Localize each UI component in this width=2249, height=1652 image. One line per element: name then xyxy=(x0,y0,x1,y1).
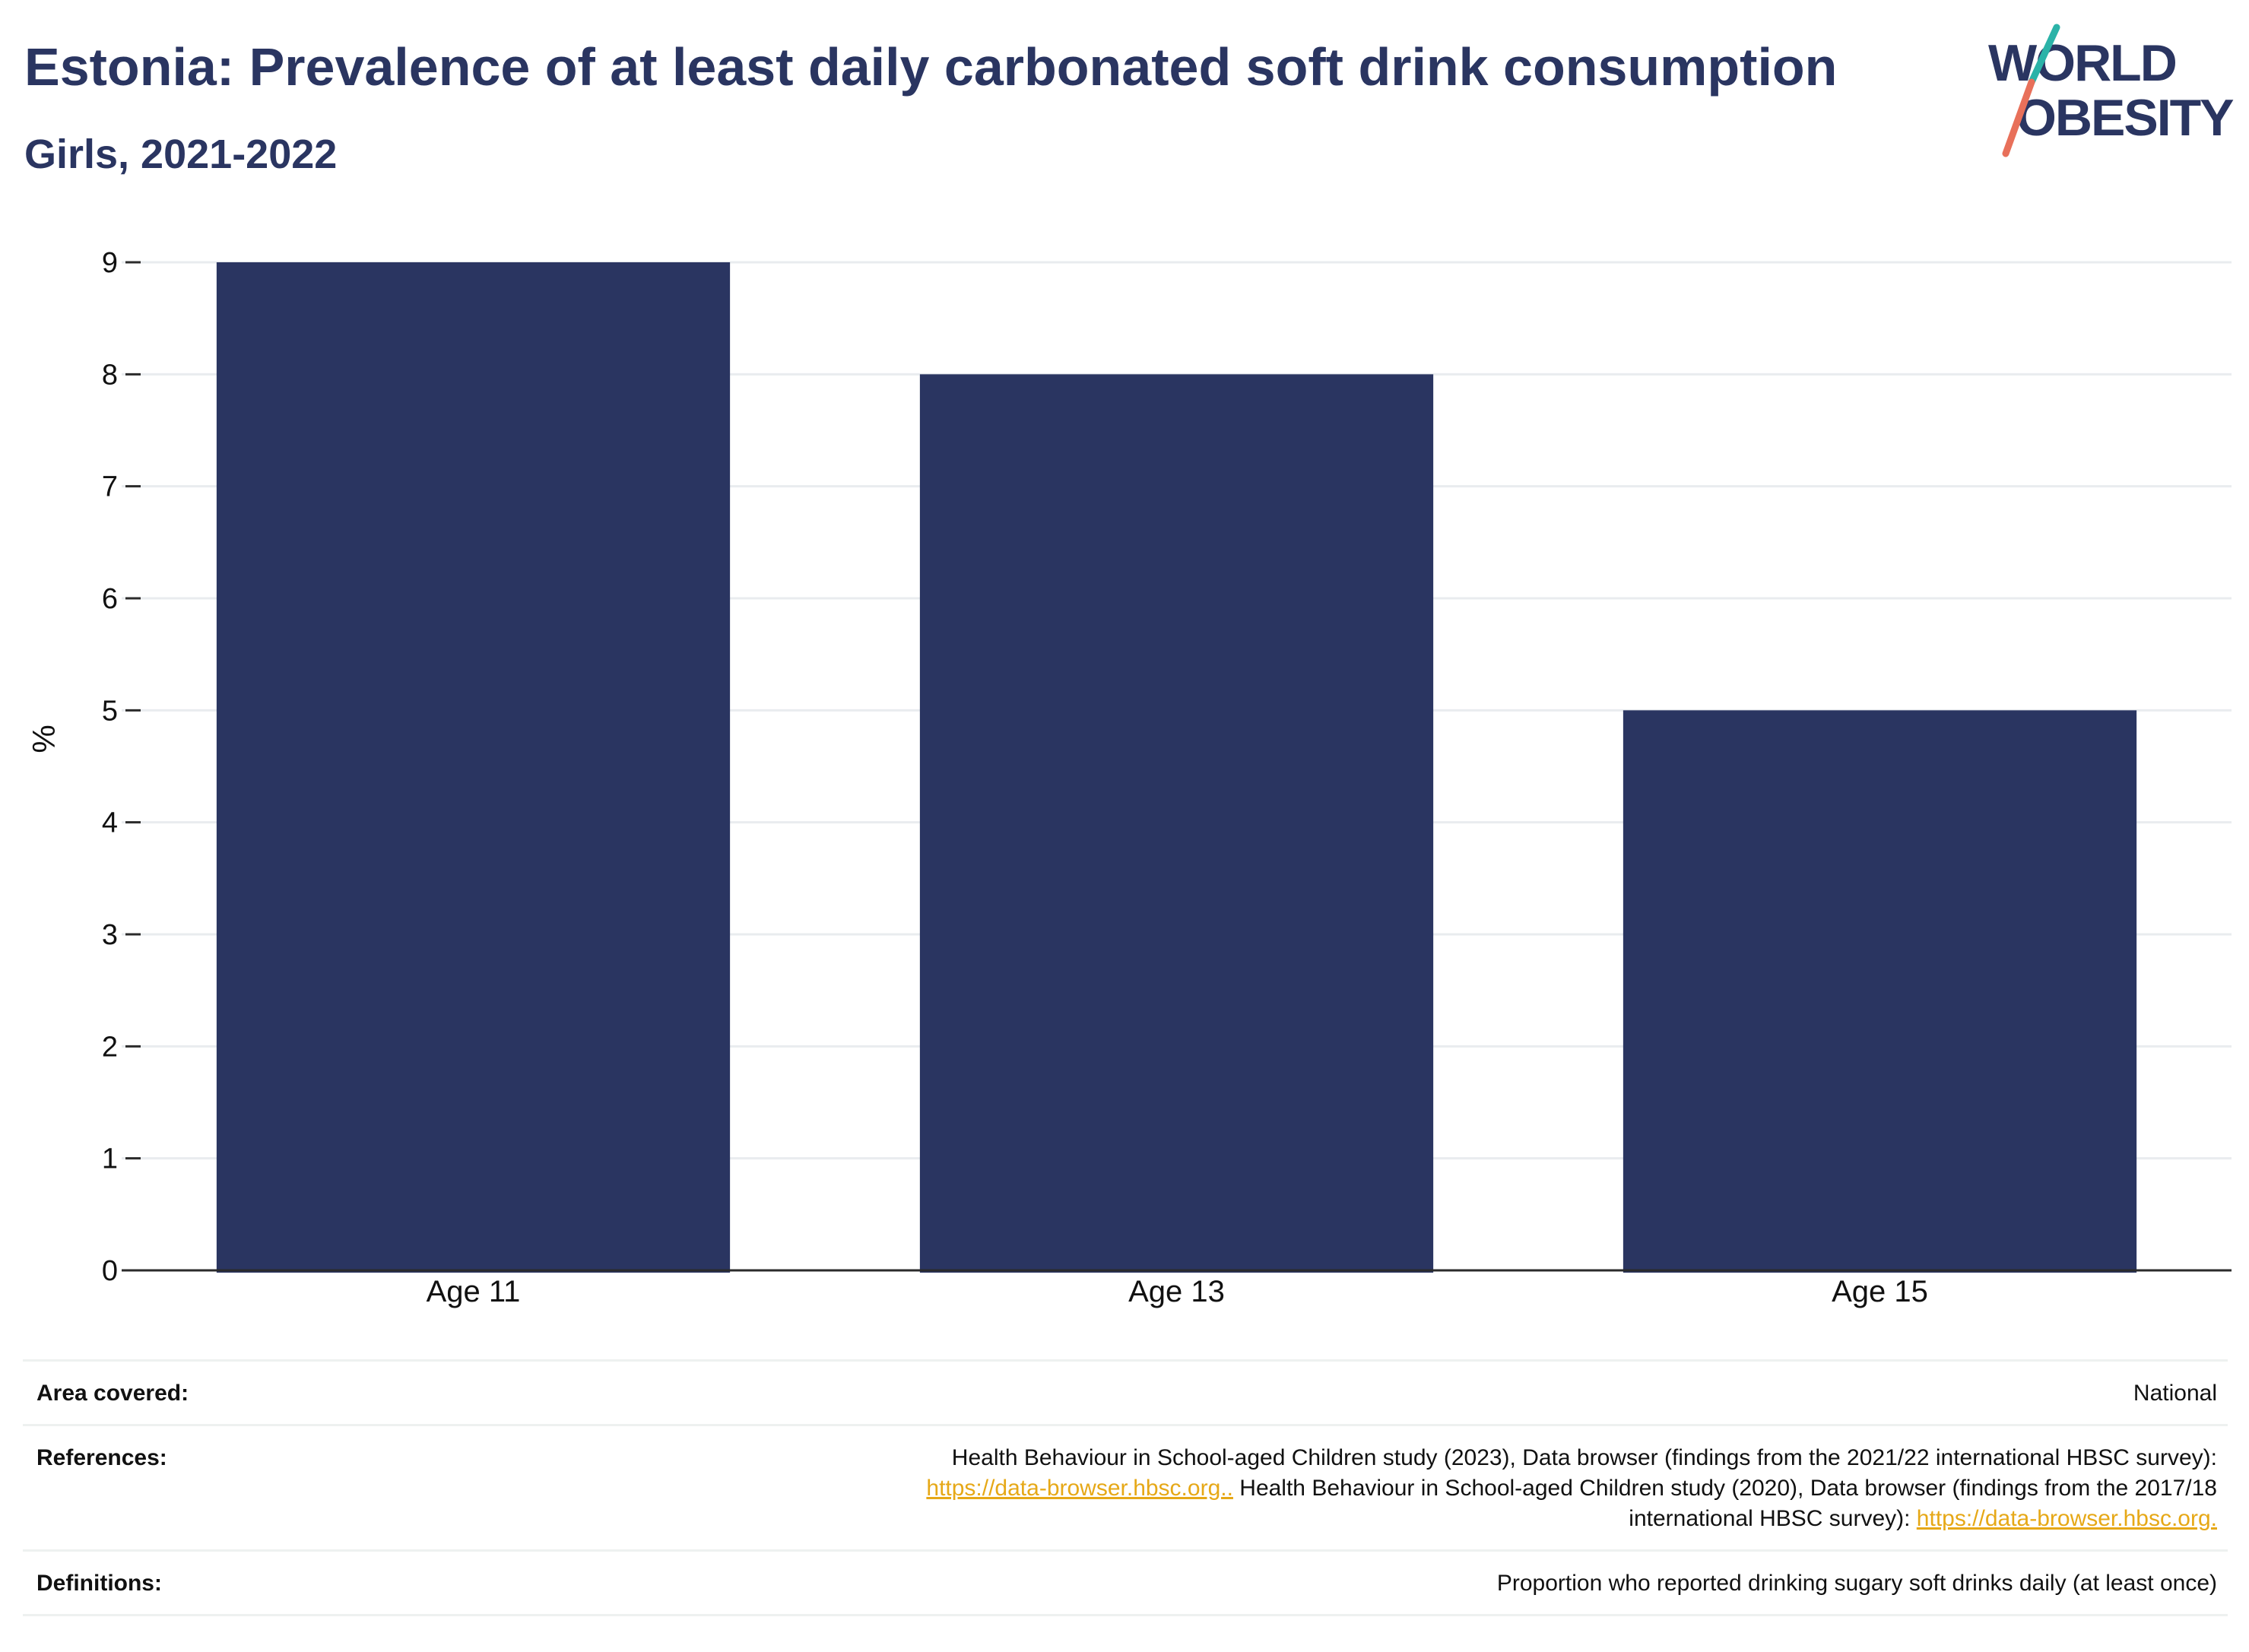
bar-chart: 0 1 2 3 4 5 6 7 8 9 Age 11 Age 13 Age 15 % xyxy=(26,247,2232,1308)
references-value: Health Behaviour in School-aged Children… xyxy=(926,1443,2217,1534)
y-tick-label: 0 xyxy=(102,1255,118,1287)
y-tick-label: 4 xyxy=(102,807,118,839)
y-tick-label: 7 xyxy=(102,471,118,503)
logo-slash-teal xyxy=(2028,24,2060,86)
y-tick-label: 5 xyxy=(102,695,118,727)
area-covered-row: Area covered: National xyxy=(23,1362,2228,1426)
x-category-label: Age 15 xyxy=(1832,1275,1928,1308)
y-tick-label: 3 xyxy=(102,919,118,951)
x-category-label: Age 13 xyxy=(1128,1275,1225,1308)
bars xyxy=(216,262,2137,1273)
area-covered-value: National xyxy=(2133,1381,2217,1406)
definitions-label: Definitions: xyxy=(36,1571,162,1596)
x-category-label: Age 11 xyxy=(427,1275,521,1308)
bar-age-13[interactable] xyxy=(919,374,1434,1273)
chart-title: Estonia: Prevalence of at least daily ca… xyxy=(24,37,1838,97)
bar-age-11[interactable] xyxy=(216,262,731,1273)
logo-slash-coral xyxy=(2002,78,2035,157)
y-tick-label: 8 xyxy=(102,359,118,391)
reference-text-2: Health Behaviour in School-aged Children… xyxy=(1232,1476,2217,1501)
y-tick-label: 9 xyxy=(102,247,118,279)
references-row: References: Health Behaviour in School-a… xyxy=(23,1426,2228,1552)
y-tick-label: 1 xyxy=(102,1143,118,1175)
logo-text-obesity: OBESITY xyxy=(2016,89,2234,147)
definitions-value: Proportion who reported drinking sugary … xyxy=(1496,1571,2217,1596)
reference-link-1[interactable]: https://data-browser.hbsc.org.. xyxy=(926,1476,1233,1501)
world-obesity-logo: WORLD OBESITY xyxy=(1988,24,2235,157)
definitions-row: Definitions: Proportion who reported dri… xyxy=(23,1552,2228,1616)
x-axis-categories: Age 11 Age 13 Age 15 xyxy=(427,1275,1928,1308)
y-axis-title: % xyxy=(26,725,62,753)
y-axis-ticks: 0 1 2 3 4 5 6 7 8 9 xyxy=(102,247,141,1287)
logo-text-world: WORLD xyxy=(1988,34,2176,92)
bar-age-15[interactable] xyxy=(1623,710,2137,1273)
reference-text-3: international HBSC survey): xyxy=(1629,1506,1917,1531)
reference-link-2[interactable]: https://data-browser.hbsc.org. xyxy=(1916,1506,2217,1531)
area-covered-label: Area covered: xyxy=(36,1381,189,1406)
chart-subtitle: Girls, 2021-2022 xyxy=(24,132,338,177)
reference-text-1: Health Behaviour in School-aged Children… xyxy=(951,1445,2217,1470)
metadata-table: Area covered: National References: Healt… xyxy=(23,1359,2228,1616)
y-tick-label: 6 xyxy=(102,583,118,615)
y-tick-label: 2 xyxy=(102,1031,118,1063)
references-label: References: xyxy=(36,1445,167,1470)
